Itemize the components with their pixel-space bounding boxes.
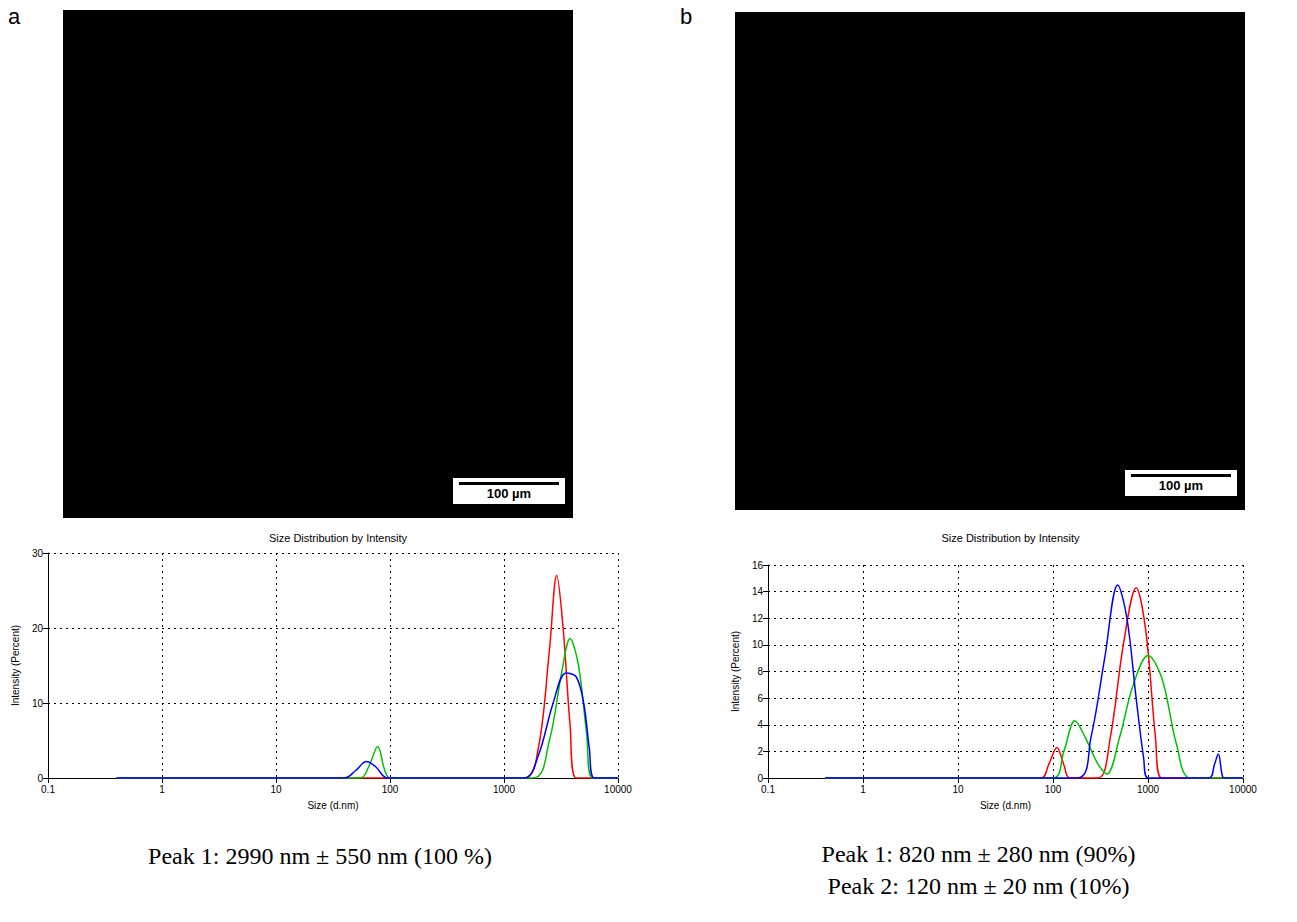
svg-text:0: 0: [37, 773, 43, 784]
svg-text:0.1: 0.1: [41, 784, 55, 795]
html-text:100 µm: 100 µm: [1158, 478, 1204, 493]
svg-text:8: 8: [757, 666, 763, 677]
svg-text:1: 1: [159, 784, 165, 795]
svg-text:Size Distribution by Intensity: Size Distribution by Intensity: [269, 532, 408, 544]
svg-text:30: 30: [32, 548, 44, 559]
svg-text:10: 10: [752, 639, 764, 650]
svg-text:20: 20: [32, 623, 44, 634]
svg-text:1000: 1000: [493, 784, 516, 795]
svg-text:1: 1: [860, 784, 866, 795]
svg-text:Size (d.nm): Size (d.nm): [307, 800, 358, 811]
html-text:Peak 2: 120 nm ± 20 nm (10%): Peak 2: 120 nm ± 20 nm (10%): [827, 873, 1130, 899]
svg-text:100: 100: [382, 784, 399, 795]
html-text:100 µm: 100 µm: [486, 486, 532, 501]
svg-text:6: 6: [757, 693, 763, 704]
svg-text:4: 4: [757, 719, 763, 730]
svg-text:14: 14: [752, 586, 764, 597]
svg-text:16: 16: [752, 560, 764, 571]
html-text:a: a: [8, 4, 21, 29]
svg-text:12: 12: [752, 613, 764, 624]
svg-text:10000: 10000: [604, 784, 632, 795]
svg-text:10000: 10000: [1229, 784, 1257, 795]
svg-text:10: 10: [952, 784, 964, 795]
svg-text:2: 2: [757, 746, 763, 757]
svg-text:0: 0: [757, 773, 763, 784]
svg-text:Intensity (Percent): Intensity (Percent): [730, 631, 741, 712]
svg-text:10: 10: [270, 784, 282, 795]
svg-text:0.1: 0.1: [761, 784, 775, 795]
svg-text:10: 10: [32, 698, 44, 709]
svg-text:100: 100: [1045, 784, 1062, 795]
html-text:Peak 1: 820 nm ± 280 nm (90%): Peak 1: 820 nm ± 280 nm (90%): [821, 841, 1136, 867]
svg-text:Size (d.nm): Size (d.nm): [980, 800, 1031, 811]
svg-text:Intensity (Percent): Intensity (Percent): [10, 625, 21, 706]
html-text:Peak 1: 2990 nm ± 550 nm (100: Peak 1: 2990 nm ± 550 nm (100 %): [148, 843, 492, 869]
svg-text:Size Distribution by Intensity: Size Distribution by Intensity: [941, 532, 1080, 544]
html-text:b: b: [680, 4, 693, 29]
svg-text:1000: 1000: [1137, 784, 1160, 795]
